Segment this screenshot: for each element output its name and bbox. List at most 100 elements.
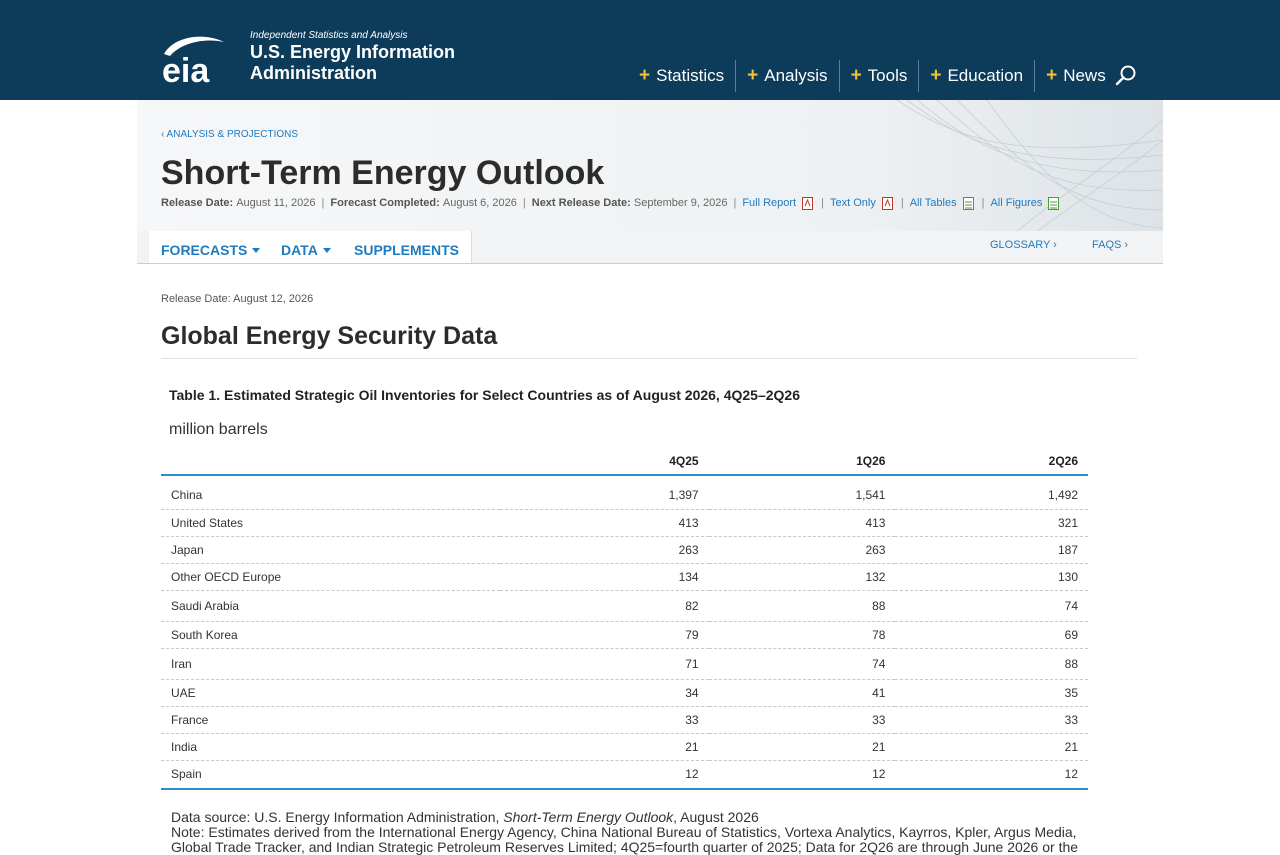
table-row: UAE 34 41 35	[161, 679, 1088, 707]
table-body: China 1,397 1,541 1,492 United States 413 413 3…	[161, 475, 1088, 790]
value-cell: 263	[708, 536, 896, 564]
value-cell: 74	[895, 590, 1088, 622]
value-cell: 78	[708, 621, 896, 649]
value-cell: 134	[500, 563, 709, 591]
column-header: 2Q26	[895, 447, 1088, 476]
nav-news[interactable]: + News	[1034, 60, 1117, 92]
next-release-label: Next Release Date:	[531, 196, 631, 209]
value-cell: 12	[500, 760, 709, 790]
inventory-table: 4Q25 1Q26 2Q26 China 1,397 1,541 1,492 Unite…	[161, 447, 1088, 790]
value-cell: 35	[895, 679, 1088, 707]
plus-icon: +	[639, 65, 651, 86]
all-figures-link[interactable]: All Figures	[990, 196, 1043, 209]
table-row: United States 413 413 321	[161, 509, 1088, 537]
faqs-link[interactable]: FAQS ›	[1092, 239, 1129, 251]
value-cell: 88	[895, 648, 1088, 680]
nav-label: News	[1063, 66, 1106, 85]
nav-label: Education	[947, 66, 1024, 85]
product-banner	[137, 100, 1163, 231]
value-cell: 21	[708, 733, 896, 761]
country-cell: Spain	[161, 760, 501, 790]
breadcrumb[interactable]: ‹ ANALYSIS & PROJECTIONS	[161, 129, 299, 140]
text-only-link[interactable]: Text Only	[829, 196, 876, 209]
logo-name-line2: Administration	[250, 63, 378, 83]
value-cell: 88	[708, 590, 896, 622]
tab-data[interactable]: DATA	[269, 231, 344, 263]
table-row: Japan 263 263 187	[161, 536, 1088, 564]
full-report-link[interactable]: Full Report	[742, 196, 797, 209]
data-source-line: Data source: U.S. Energy Information Adm…	[171, 810, 1101, 825]
tab-forecasts[interactable]: FORECASTS	[149, 231, 274, 263]
pdf-icon[interactable]	[802, 197, 814, 210]
spreadsheet-icon[interactable]	[962, 197, 974, 210]
logo-tagline: Independent Statistics and Analysis	[250, 30, 408, 41]
column-header: 4Q25	[500, 447, 709, 476]
plus-icon: +	[930, 65, 942, 86]
value-cell: 34	[500, 679, 709, 707]
nav-statistics[interactable]: + Statistics	[628, 60, 735, 92]
value-cell: 41	[708, 679, 896, 707]
eia-logo[interactable]: eia	[160, 30, 230, 88]
value-cell: 132	[708, 563, 896, 591]
all-tables-link[interactable]: All Tables	[909, 196, 957, 209]
release-date-value: August 11, 2026	[236, 196, 316, 209]
pdf-icon[interactable]	[881, 197, 893, 210]
value-cell: 21	[895, 733, 1088, 761]
tab-label: DATA	[281, 242, 318, 258]
divider	[161, 358, 1137, 359]
release-info-line: Release Date: August 11, 2026 | Forecast…	[161, 196, 1061, 210]
site-header: eia Independent Statistics and Analysis …	[0, 0, 1280, 100]
nav-analysis[interactable]: + Analysis	[735, 60, 838, 92]
sub-nav: FORECASTS DATA SUPPLEMENTS GLOSSARY › FA…	[137, 231, 1163, 264]
table-title: Table 1. Estimated Strategic Oil Invento…	[169, 387, 800, 403]
page-release-date: Release Date: August 12, 2026	[161, 293, 314, 305]
value-cell: 413	[500, 509, 709, 537]
value-cell: 33	[500, 706, 709, 734]
value-cell: 79	[500, 621, 709, 649]
tab-supplements[interactable]: SUPPLEMENTS	[342, 231, 473, 263]
table-row: Other OECD Europe 134 132 130	[161, 563, 1088, 591]
table-row: China 1,397 1,541 1,492	[161, 475, 1088, 510]
table-row: Saudi Arabia 82 88 74	[161, 590, 1088, 622]
value-cell: 71	[500, 648, 709, 680]
search-icon[interactable]	[1113, 63, 1139, 89]
nav-tools[interactable]: + Tools	[838, 60, 919, 92]
value-cell: 12	[895, 760, 1088, 790]
logo-name-line1: U.S. Energy Information	[250, 42, 456, 62]
country-cell: South Korea	[161, 621, 501, 649]
separator: |	[522, 196, 526, 209]
separator: |	[900, 196, 904, 209]
value-cell: 12	[708, 760, 896, 790]
country-cell: India	[161, 733, 501, 761]
value-cell: 82	[500, 590, 709, 622]
separator: |	[321, 196, 325, 209]
spreadsheet-icon[interactable]	[1048, 197, 1060, 210]
table-row: South Korea 79 78 69	[161, 621, 1088, 649]
nav-education[interactable]: + Education	[918, 60, 1034, 92]
value-cell: 21	[500, 733, 709, 761]
country-cell: United States	[161, 509, 501, 537]
value-cell: 33	[708, 706, 896, 734]
column-header-country	[161, 447, 501, 476]
table-row: Spain 12 12 12	[161, 760, 1088, 790]
country-cell: France	[161, 706, 501, 734]
logo-wordmark[interactable]: Independent Statistics and Analysis U.S.…	[250, 30, 455, 84]
value-cell: 1,397	[500, 475, 709, 510]
source-prefix: Data source: U.S. Energy Information Adm…	[171, 809, 504, 825]
separator: |	[981, 196, 985, 209]
source-publication: Short-Term Energy Outlook	[503, 809, 674, 825]
caret-down-icon	[252, 248, 261, 253]
separator: |	[733, 196, 737, 209]
nav-label: Statistics	[656, 66, 725, 85]
value-cell: 74	[708, 648, 896, 680]
logo-text: eia	[162, 52, 210, 88]
value-cell: 33	[895, 706, 1088, 734]
country-cell: Iran	[161, 648, 501, 680]
page-title: Short-Term Energy Outlook	[161, 154, 605, 192]
release-date-label: Release Date:	[161, 196, 234, 209]
table-row: Iran 71 74 88	[161, 648, 1088, 680]
glossary-link[interactable]: GLOSSARY ›	[990, 239, 1057, 251]
value-cell: 187	[895, 536, 1088, 564]
table-row: France 33 33 33	[161, 706, 1088, 734]
country-cell: UAE	[161, 679, 501, 707]
